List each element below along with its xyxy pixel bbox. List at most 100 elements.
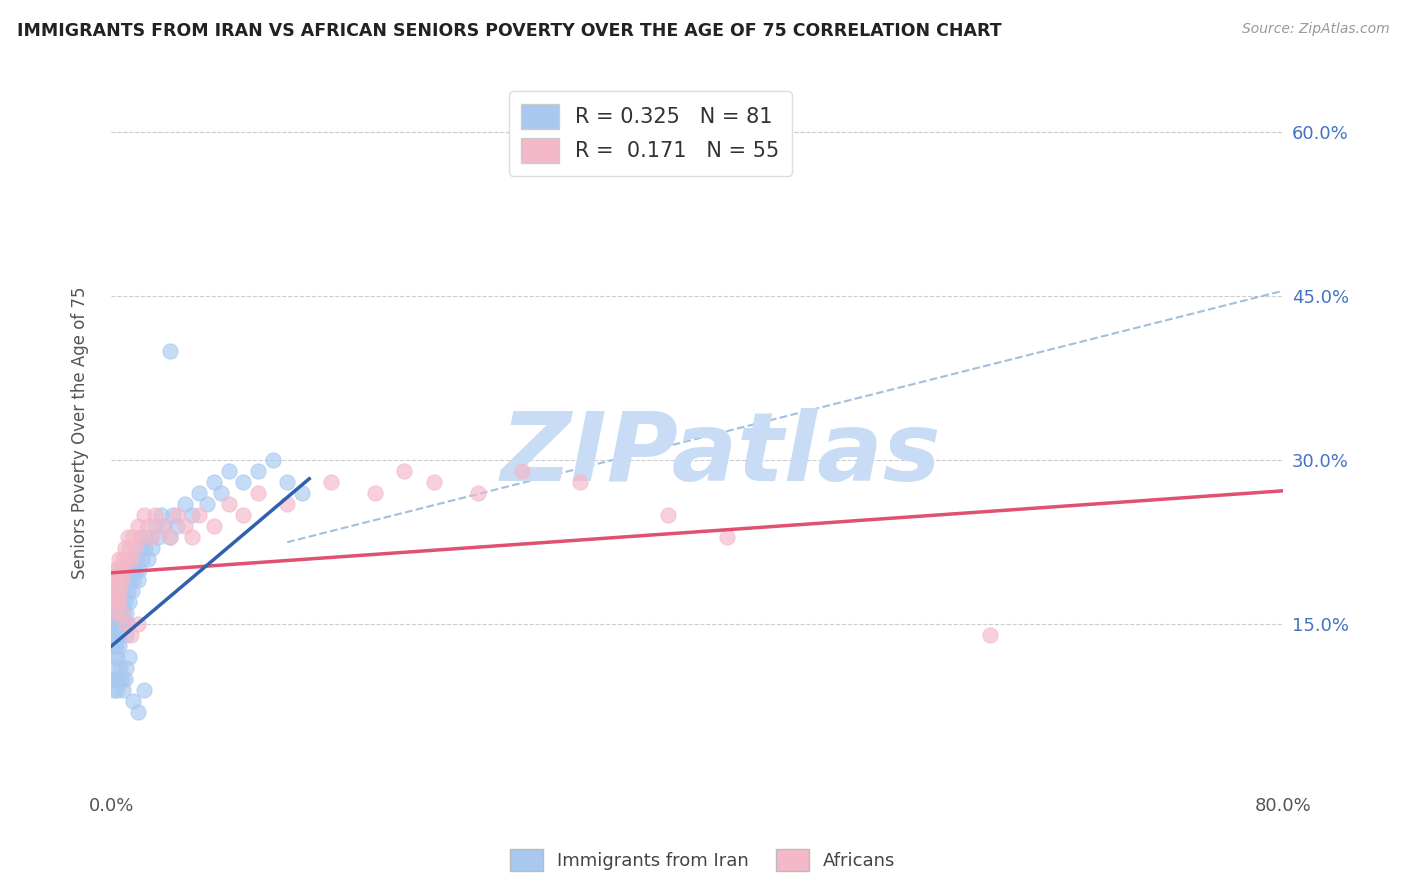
Point xyxy=(122,694,145,708)
Point xyxy=(112,584,135,599)
Point xyxy=(115,661,138,675)
Point xyxy=(104,607,127,621)
Point xyxy=(110,607,132,621)
Point xyxy=(111,607,134,621)
Point xyxy=(117,530,139,544)
Point xyxy=(122,574,145,588)
Point xyxy=(111,617,134,632)
Point xyxy=(153,518,176,533)
Point xyxy=(121,584,143,599)
Point xyxy=(979,628,1001,642)
Point xyxy=(114,595,136,609)
Text: Source: ZipAtlas.com: Source: ZipAtlas.com xyxy=(1241,22,1389,37)
Point xyxy=(101,639,124,653)
Point xyxy=(111,595,134,609)
Point xyxy=(716,530,738,544)
Point xyxy=(134,541,156,555)
Point xyxy=(276,497,298,511)
Point xyxy=(103,682,125,697)
Point xyxy=(173,497,195,511)
Point xyxy=(118,541,141,555)
Point xyxy=(246,486,269,500)
Point xyxy=(105,650,128,665)
Point xyxy=(131,551,153,566)
Point xyxy=(115,628,138,642)
Point xyxy=(188,508,211,522)
Point xyxy=(122,530,145,544)
Point xyxy=(145,518,167,533)
Point xyxy=(127,705,149,719)
Point xyxy=(115,551,138,566)
Point xyxy=(394,464,416,478)
Point xyxy=(101,574,124,588)
Point xyxy=(232,475,254,489)
Point xyxy=(132,508,155,522)
Point xyxy=(104,574,127,588)
Point xyxy=(107,551,129,566)
Point xyxy=(120,628,142,642)
Point xyxy=(111,562,134,576)
Point xyxy=(117,584,139,599)
Point xyxy=(138,530,160,544)
Point xyxy=(107,584,129,599)
Point xyxy=(104,672,127,686)
Point xyxy=(127,574,149,588)
Point xyxy=(118,595,141,609)
Point xyxy=(105,682,128,697)
Legend: R = 0.325   N = 81, R =  0.171   N = 55: R = 0.325 N = 81, R = 0.171 N = 55 xyxy=(509,91,792,176)
Point xyxy=(107,639,129,653)
Point xyxy=(111,574,134,588)
Point xyxy=(246,464,269,478)
Point xyxy=(145,508,167,522)
Point xyxy=(181,508,204,522)
Point xyxy=(173,518,195,533)
Point xyxy=(112,682,135,697)
Point xyxy=(114,672,136,686)
Point xyxy=(422,475,444,489)
Point xyxy=(105,628,128,642)
Point xyxy=(657,508,679,522)
Point xyxy=(127,617,149,632)
Point xyxy=(115,617,138,632)
Point xyxy=(202,518,225,533)
Point xyxy=(104,661,127,675)
Point xyxy=(104,617,127,632)
Point xyxy=(105,584,128,599)
Point xyxy=(101,628,124,642)
Point xyxy=(150,508,173,522)
Point xyxy=(101,617,124,632)
Point xyxy=(364,486,387,500)
Point xyxy=(218,464,240,478)
Point xyxy=(110,584,132,599)
Point xyxy=(195,497,218,511)
Point xyxy=(276,475,298,489)
Point xyxy=(127,518,149,533)
Point xyxy=(321,475,343,489)
Point xyxy=(209,486,232,500)
Point xyxy=(104,595,127,609)
Point xyxy=(124,562,146,576)
Point xyxy=(120,551,142,566)
Point xyxy=(110,574,132,588)
Point xyxy=(124,541,146,555)
Point xyxy=(104,639,127,653)
Y-axis label: Seniors Poverty Over the Age of 75: Seniors Poverty Over the Age of 75 xyxy=(72,286,89,579)
Point xyxy=(105,562,128,576)
Point xyxy=(103,639,125,653)
Point xyxy=(159,530,181,544)
Point xyxy=(112,551,135,566)
Point xyxy=(114,617,136,632)
Point xyxy=(105,607,128,621)
Point xyxy=(107,595,129,609)
Point xyxy=(103,628,125,642)
Text: IMMIGRANTS FROM IRAN VS AFRICAN SENIORS POVERTY OVER THE AGE OF 75 CORRELATION C: IMMIGRANTS FROM IRAN VS AFRICAN SENIORS … xyxy=(17,22,1001,40)
Point xyxy=(120,562,142,576)
Text: ZIPatlas: ZIPatlas xyxy=(501,408,941,500)
Point xyxy=(110,661,132,675)
Point xyxy=(159,530,181,544)
Point xyxy=(118,574,141,588)
Point xyxy=(104,595,127,609)
Point xyxy=(141,541,163,555)
Point xyxy=(166,508,188,522)
Point xyxy=(136,518,159,533)
